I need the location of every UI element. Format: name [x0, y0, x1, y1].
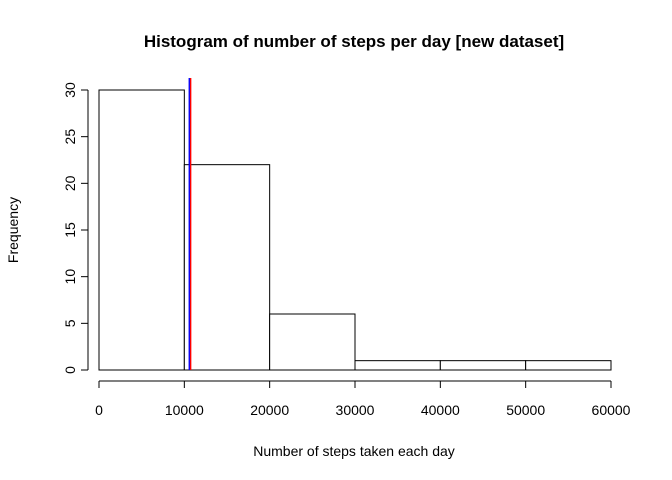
x-axis: 0 10000 20000 30000 40000 50000 60000 [95, 380, 631, 418]
chart-title: Histogram of number of steps per day [ne… [144, 32, 564, 51]
x-tick-label-10000: 10000 [165, 402, 204, 418]
y-tick-label-20: 20 [62, 175, 78, 191]
histogram-bar-2 [183, 164, 271, 371]
y-tick-label-30: 30 [62, 82, 78, 98]
y-tick-label-15: 15 [62, 222, 78, 238]
histogram-bar-3 [269, 313, 356, 371]
histogram-bars [98, 89, 612, 371]
x-tick-label-0: 0 [95, 402, 103, 418]
histogram-bar-6 [525, 360, 612, 371]
x-tick-label-60000: 60000 [592, 402, 631, 418]
x-tick-label-30000: 30000 [336, 402, 375, 418]
x-tick-label-40000: 40000 [421, 402, 460, 418]
reference-lines [188, 78, 192, 370]
y-axis-label: Frequency [5, 197, 21, 263]
histogram-bar-1 [98, 89, 185, 371]
y-tick-label-25: 25 [62, 129, 78, 145]
histogram-bar-4 [354, 360, 441, 371]
x-tick-label-20000: 20000 [250, 402, 289, 418]
histogram-bar-5 [439, 360, 527, 371]
y-tick-label-10: 10 [62, 269, 78, 285]
x-tick-label-50000: 50000 [506, 402, 545, 418]
x-axis-label: Number of steps taken each day [253, 443, 455, 459]
y-axis: 0 5 10 15 20 25 30 [62, 82, 89, 374]
y-tick-label-0: 0 [62, 366, 78, 374]
y-tick-label-5: 5 [62, 319, 78, 327]
